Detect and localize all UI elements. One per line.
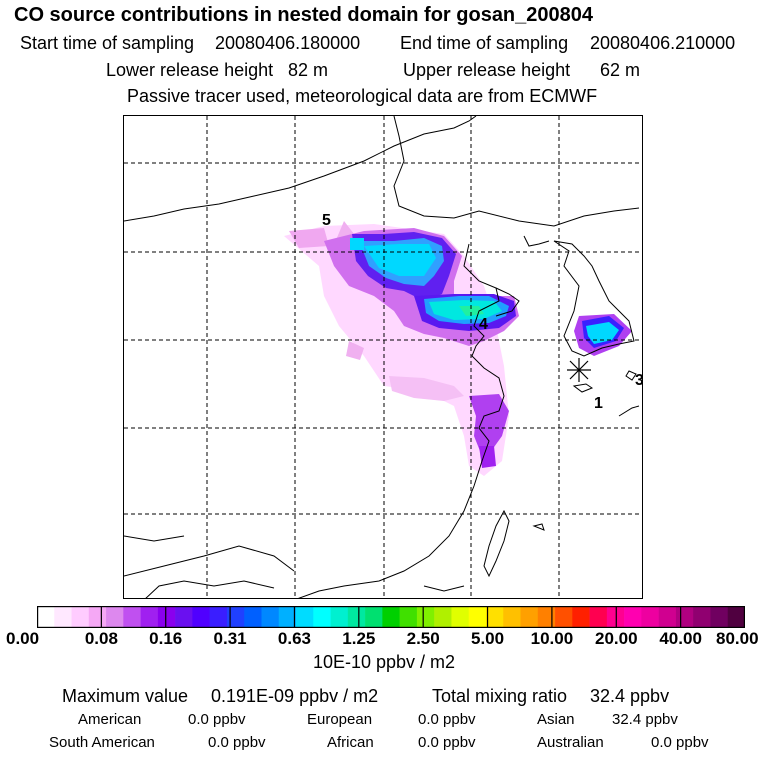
colorbar-tick-label: 10.00 xyxy=(530,629,574,648)
colorbar xyxy=(37,606,745,628)
colorbar-swatch xyxy=(313,606,331,628)
colorbar-swatch xyxy=(451,606,470,628)
source-name: South American xyxy=(49,734,155,751)
colorbar-swatch xyxy=(278,606,297,628)
colorbar-swatch xyxy=(261,606,280,628)
colorbar-tick-label: 0.63 xyxy=(277,629,311,648)
source-value: 0.0 ppbv xyxy=(208,734,266,751)
colorbar-swatch xyxy=(140,606,159,628)
colorbar-swatch xyxy=(434,606,452,628)
colorbar-swatch xyxy=(347,606,366,628)
lower-release-label: Lower release height xyxy=(106,60,274,80)
colorbar-swatch xyxy=(693,606,711,628)
colorbar-swatch xyxy=(37,606,55,628)
colorbar-tick-label: 0.31 xyxy=(213,629,247,648)
source-value: 0.0 ppbv xyxy=(651,734,709,751)
colorbar-swatch xyxy=(382,606,400,628)
colorbar-swatch xyxy=(416,606,435,628)
colorbar-swatch xyxy=(572,606,590,628)
figure-title: CO source contributions in nested domain… xyxy=(14,4,594,26)
max-value: 0.191E-09 ppbv / m2 xyxy=(211,686,379,706)
colorbar-tick-label: 20.00 xyxy=(594,629,638,648)
colorbar-tick-label: 80.00 xyxy=(716,629,759,648)
start-time-value: 20080406.180000 xyxy=(215,33,361,53)
colorbar-swatch xyxy=(589,606,608,628)
colorbar-swatch xyxy=(675,606,694,628)
source-name: European xyxy=(307,711,373,728)
colorbar-swatch xyxy=(330,606,349,628)
source-value: 0.0 ppbv xyxy=(418,711,476,728)
colorbar-swatch xyxy=(88,606,107,628)
map-canvas xyxy=(124,116,642,598)
colorbar-swatch xyxy=(192,606,210,628)
colorbar-tick-label: 0.16 xyxy=(149,629,183,648)
colorbar-tick-label: 40.00 xyxy=(659,629,702,648)
total-mixing-label: Total mixing ratio xyxy=(432,686,568,706)
start-time-label: Start time of sampling xyxy=(20,33,195,53)
point-label-3: 3 xyxy=(635,372,642,390)
colorbar-swatch xyxy=(710,606,729,628)
lat-lon-grid xyxy=(124,116,642,598)
end-time-value: 20080406.210000 xyxy=(590,33,736,53)
colorbar-border xyxy=(37,606,745,628)
colorbar-tick-label: 0.00 xyxy=(6,629,40,648)
colorbar-swatch xyxy=(468,606,487,628)
source-name: American xyxy=(78,711,142,728)
colorbar-swatch xyxy=(296,606,314,628)
colorbar-units: 10E-10 ppbv / m2 xyxy=(312,652,456,672)
colorbar-swatch xyxy=(71,606,90,628)
colorbar-swatch xyxy=(365,606,383,628)
source-name: Australian xyxy=(537,734,604,751)
source-value: 0.0 ppbv xyxy=(188,711,246,728)
colorbar-swatch xyxy=(658,606,677,628)
point-label-4: 4 xyxy=(479,316,488,333)
colorbar-tick-label: 2.50 xyxy=(406,629,440,648)
colorbar-swatch xyxy=(641,606,659,628)
point-label-1: 1 xyxy=(594,395,603,412)
upper-release-label: Upper release height xyxy=(403,60,571,80)
colorbar-swatch xyxy=(485,606,504,628)
colorbar-swatch xyxy=(727,606,745,628)
colorbar-tick-label: 5.00 xyxy=(470,629,505,648)
colorbar-swatch xyxy=(555,606,573,628)
colorbar-swatch xyxy=(503,606,521,628)
colorbar-swatch xyxy=(226,606,245,628)
colorbar-swatch xyxy=(606,606,625,628)
asterisk-icon xyxy=(567,358,591,382)
colorbar-swatch xyxy=(537,606,556,628)
source-name: African xyxy=(327,734,374,751)
colorbar-swatch xyxy=(175,606,193,628)
source-value: 0.0 ppbv xyxy=(418,734,476,751)
total-mixing-value: 32.4 ppbv xyxy=(590,686,670,706)
colorbar-swatch xyxy=(520,606,539,628)
colorbar-swatch xyxy=(209,606,228,628)
colorbar-swatch xyxy=(123,606,141,628)
map-panel: 1 3 4 5 xyxy=(123,115,643,599)
colorbar-swatch xyxy=(244,606,262,628)
colorbar-swatch xyxy=(157,606,176,628)
source-value: 32.4 ppbv xyxy=(612,711,678,728)
source-name: Asian xyxy=(537,711,575,728)
lower-release-value: 82 m xyxy=(288,60,329,80)
colorbar-tick-label: 0.08 xyxy=(84,629,118,648)
upper-release-value: 62 m xyxy=(600,60,641,80)
coastlines xyxy=(124,116,640,598)
colorbar-swatch xyxy=(624,606,642,628)
point-label-5: 5 xyxy=(322,212,331,229)
colorbar-swatch xyxy=(106,606,124,628)
max-value-label: Maximum value xyxy=(62,686,189,706)
end-time-label: End time of sampling xyxy=(400,33,569,53)
colorbar-tick-label: 1.25 xyxy=(342,629,376,648)
tracer-note: Passive tracer used, meteorological data… xyxy=(127,86,598,106)
colorbar-swatch xyxy=(54,606,72,628)
colorbar-swatch xyxy=(399,606,418,628)
